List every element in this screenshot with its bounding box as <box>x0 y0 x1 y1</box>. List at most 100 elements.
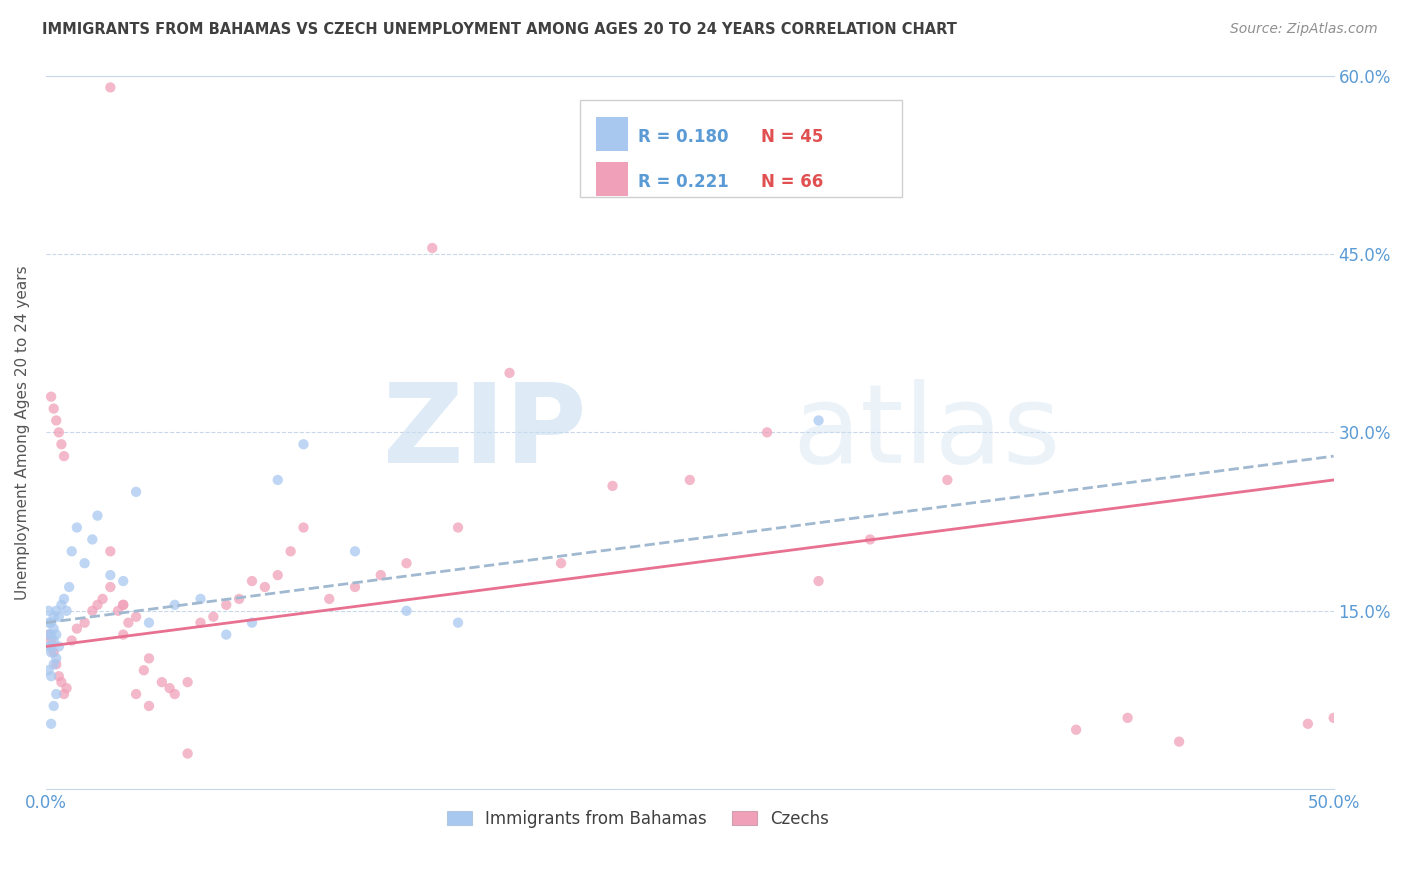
Point <box>58 580 80 594</box>
Point <box>66 520 89 534</box>
Point <box>163 687 186 701</box>
Point <box>395 556 418 570</box>
Point <box>42 401 65 416</box>
Point <box>807 413 830 427</box>
Point <box>112 598 135 612</box>
Point <box>859 533 882 547</box>
Point <box>240 615 263 630</box>
Point <box>112 598 135 612</box>
Point <box>55 604 77 618</box>
Point <box>45 627 67 641</box>
Point <box>91 591 114 606</box>
Point <box>132 663 155 677</box>
Point <box>73 556 96 570</box>
Point <box>55 681 77 695</box>
Point <box>343 544 366 558</box>
Point <box>292 437 315 451</box>
Point <box>176 675 198 690</box>
Point <box>190 615 212 630</box>
Point <box>39 633 62 648</box>
Point <box>86 508 108 523</box>
Point <box>73 615 96 630</box>
Point <box>38 640 60 654</box>
Point <box>42 657 65 672</box>
Point <box>98 580 121 594</box>
Point <box>42 633 65 648</box>
Point <box>1296 716 1319 731</box>
Point <box>39 615 62 630</box>
Point <box>39 645 62 659</box>
Point <box>550 556 572 570</box>
Text: N = 66: N = 66 <box>761 173 823 192</box>
Point <box>240 574 263 588</box>
Point <box>420 241 443 255</box>
Point <box>60 544 83 558</box>
Text: N = 45: N = 45 <box>761 128 823 146</box>
Point <box>1323 711 1346 725</box>
Point <box>39 640 62 654</box>
Point <box>45 657 67 672</box>
Point <box>98 80 121 95</box>
Point <box>936 473 959 487</box>
Point <box>343 580 366 594</box>
Point <box>117 615 139 630</box>
Point <box>39 390 62 404</box>
Point <box>53 449 76 463</box>
Point <box>48 669 70 683</box>
Point <box>228 591 250 606</box>
Point <box>42 698 65 713</box>
Point <box>66 622 89 636</box>
Point <box>82 533 104 547</box>
Point <box>215 627 238 641</box>
Point <box>498 366 520 380</box>
Point <box>202 609 225 624</box>
Text: R = 0.221: R = 0.221 <box>638 173 730 192</box>
Point <box>138 651 160 665</box>
Point <box>1116 711 1139 725</box>
Point <box>39 627 62 641</box>
Point <box>60 633 83 648</box>
Point <box>38 663 60 677</box>
Point <box>138 615 160 630</box>
Point <box>38 627 60 641</box>
Point <box>190 591 212 606</box>
Point <box>45 651 67 665</box>
Text: Source: ZipAtlas.com: Source: ZipAtlas.com <box>1230 22 1378 37</box>
Point <box>48 609 70 624</box>
Point <box>45 604 67 618</box>
Point <box>679 473 702 487</box>
Point <box>1168 734 1191 748</box>
Point <box>98 544 121 558</box>
Point <box>42 622 65 636</box>
Point <box>756 425 779 440</box>
Point <box>82 604 104 618</box>
Text: IMMIGRANTS FROM BAHAMAS VS CZECH UNEMPLOYMENT AMONG AGES 20 TO 24 YEARS CORRELAT: IMMIGRANTS FROM BAHAMAS VS CZECH UNEMPLO… <box>42 22 957 37</box>
Point <box>42 645 65 659</box>
Point <box>51 437 73 451</box>
Point <box>280 544 302 558</box>
Point <box>1064 723 1087 737</box>
Point <box>45 687 67 701</box>
Point <box>48 640 70 654</box>
Point <box>176 747 198 761</box>
Point <box>602 479 624 493</box>
Point <box>159 681 181 695</box>
Point <box>292 520 315 534</box>
Point <box>112 627 135 641</box>
FancyBboxPatch shape <box>581 101 903 197</box>
Point <box>215 598 238 612</box>
Text: atlas: atlas <box>793 379 1062 486</box>
Text: ZIP: ZIP <box>384 379 586 486</box>
Legend: Immigrants from Bahamas, Czechs: Immigrants from Bahamas, Czechs <box>440 803 837 834</box>
Point <box>150 675 173 690</box>
Point <box>125 687 148 701</box>
Point <box>86 598 108 612</box>
Point <box>125 484 148 499</box>
Point <box>138 698 160 713</box>
Point <box>107 604 129 618</box>
Point <box>267 568 290 582</box>
Y-axis label: Unemployment Among Ages 20 to 24 years: Unemployment Among Ages 20 to 24 years <box>15 265 30 599</box>
Point <box>370 568 392 582</box>
Point <box>39 669 62 683</box>
Point <box>253 580 276 594</box>
